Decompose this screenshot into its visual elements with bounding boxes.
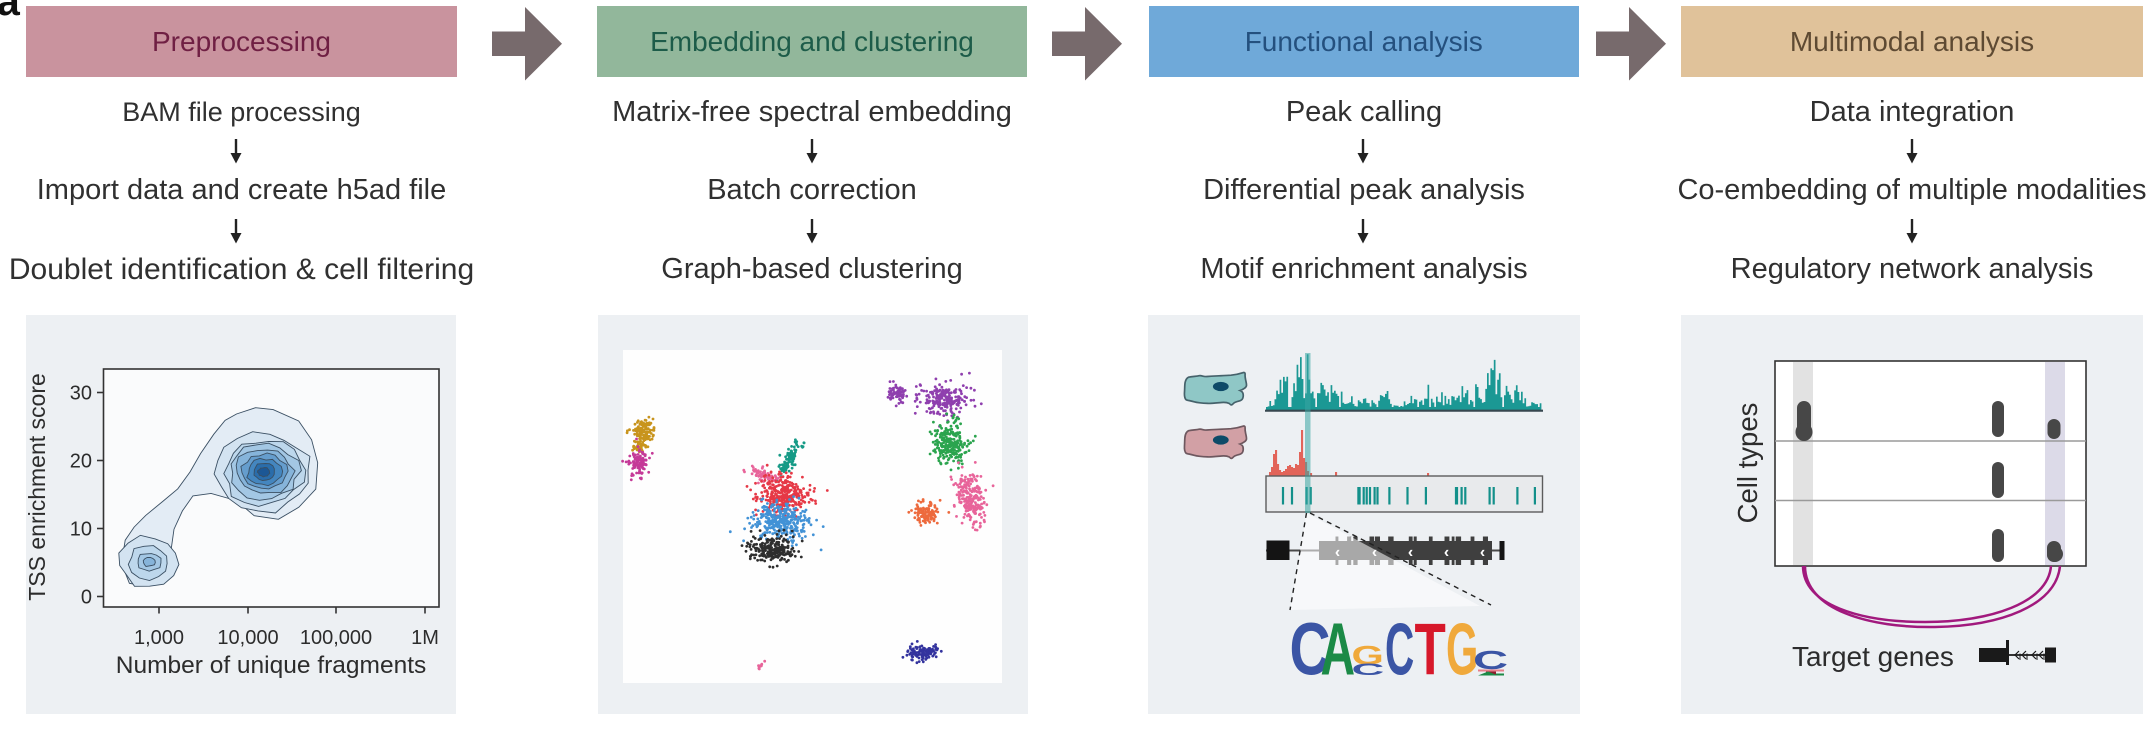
- svg-text:C: C: [1385, 610, 1414, 690]
- svg-text:C: C: [1290, 608, 1331, 691]
- svg-text:‹: ‹: [1444, 544, 1449, 561]
- svg-text:Cell types: Cell types: [1732, 403, 1763, 524]
- svg-text:G: G: [1446, 608, 1478, 690]
- svg-text:TSS enrichment score: TSS enrichment score: [24, 373, 50, 601]
- svg-text:C: C: [1352, 660, 1385, 679]
- svg-text:‹: ‹: [1480, 544, 1485, 561]
- svg-text:T: T: [1415, 610, 1446, 691]
- svg-text:1,000: 1,000: [134, 627, 184, 649]
- svg-text:30: 30: [70, 383, 92, 405]
- svg-text:‹: ‹: [1408, 544, 1413, 561]
- svg-text:0: 0: [81, 587, 92, 609]
- svg-text:A: A: [1321, 608, 1356, 691]
- svg-text:G: G: [1352, 642, 1384, 671]
- svg-text:100,000: 100,000: [300, 627, 372, 649]
- svg-text:20: 20: [70, 451, 92, 473]
- svg-text:Number of unique fragments: Number of unique fragments: [116, 652, 427, 679]
- svg-text:10,000: 10,000: [217, 627, 278, 649]
- svg-text:1M: 1M: [411, 627, 439, 649]
- svg-text:Target genes: Target genes: [1792, 641, 1954, 672]
- svg-text:10: 10: [70, 519, 92, 541]
